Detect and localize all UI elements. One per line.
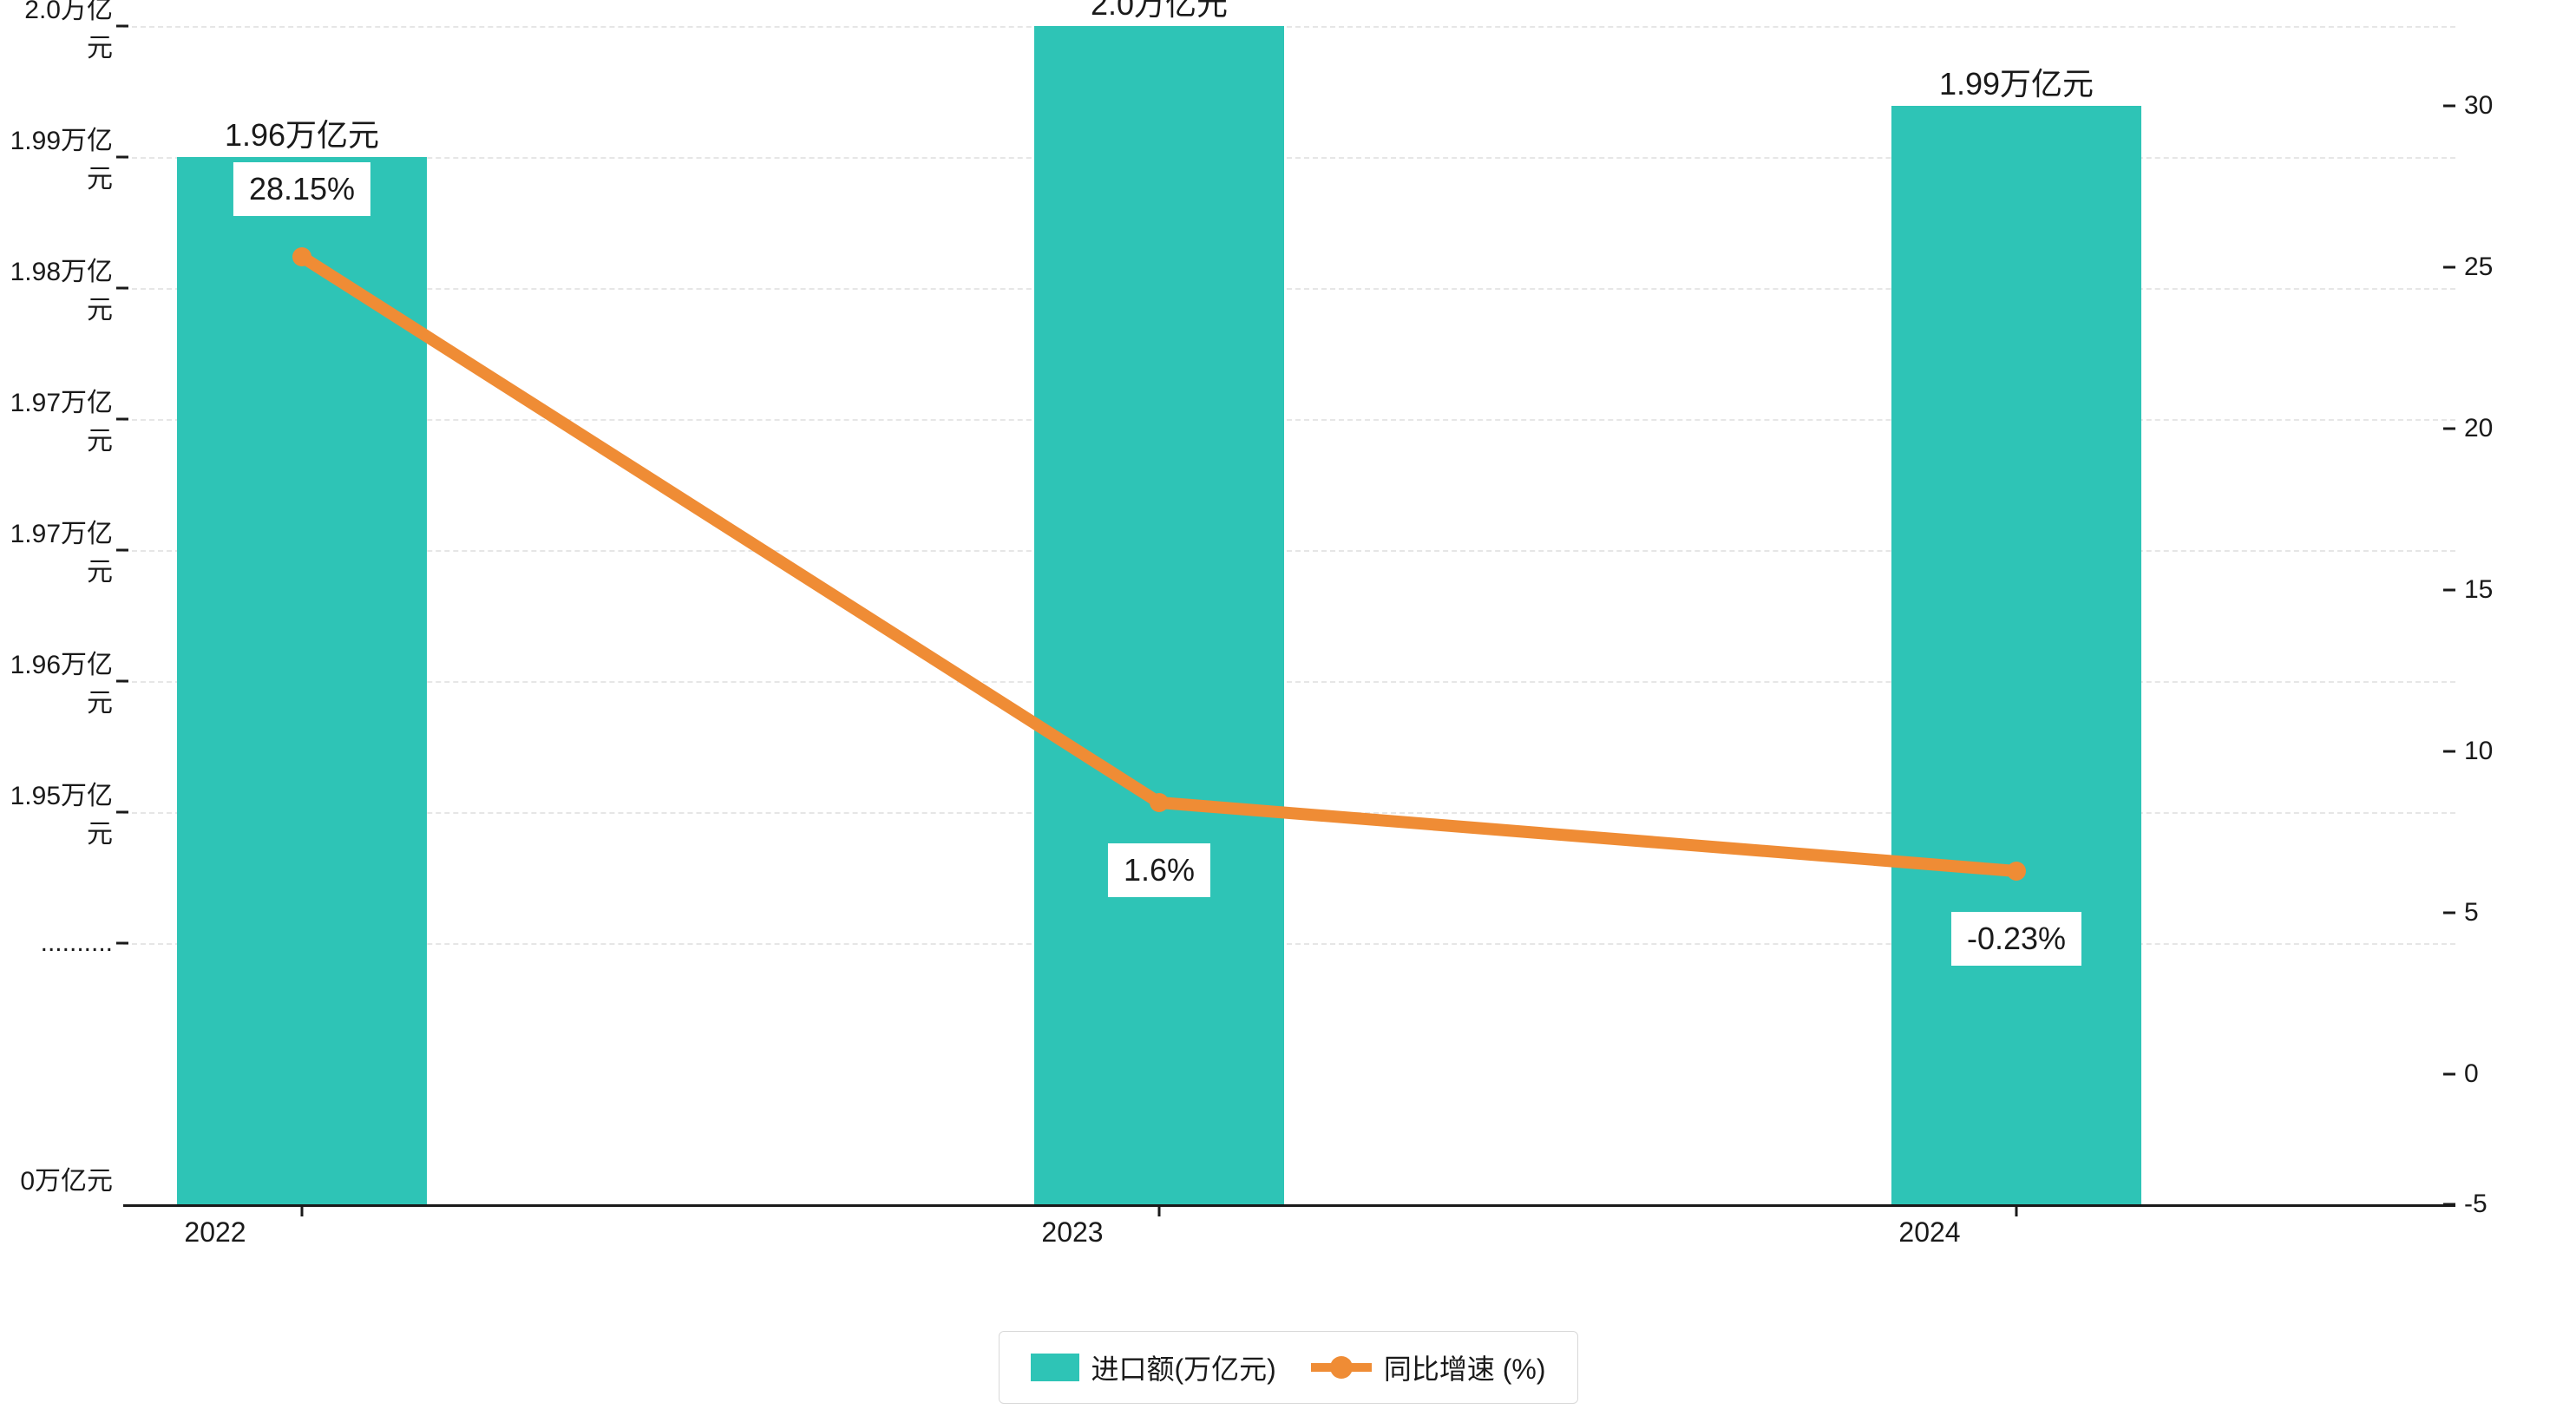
legend-item-bar[interactable]: 进口额(万亿元) (1031, 1347, 1276, 1387)
ytick-right-4: 10 (2464, 737, 2516, 766)
x-axis-baseline (123, 1204, 2455, 1207)
legend-label-line: 同比增速 (%) (1384, 1347, 1546, 1387)
ytick-left-4: 1.97万亿元 (0, 512, 113, 588)
ytick-right-0: 30 (2464, 91, 2516, 121)
line-legend-swatch (1311, 1363, 1372, 1372)
line-point-2024 (2007, 862, 2026, 881)
ytick-left-7: .......... (0, 928, 113, 958)
growth-line-chart[interactable] (123, 26, 2455, 1204)
legend-label-bar: 进口额(万亿元) (1091, 1347, 1276, 1387)
ytick-left-1: 1.99万亿元 (0, 119, 113, 195)
legend-item-line[interactable]: 同比增速 (%) (1311, 1347, 1546, 1387)
bar-legend-swatch (1031, 1354, 1079, 1381)
ytick-left-0: 2.0万亿元 (0, 0, 113, 64)
bar-label-2023: 2.0万亿元 (1029, 0, 1289, 26)
ytick-left-2: 1.98万亿元 (0, 250, 113, 326)
ytick-right-6: 0 (2464, 1059, 2516, 1089)
ytick-left-3: 1.97万亿元 (0, 381, 113, 457)
chart-legend: 进口额(万亿元) 同比增速 (%) (999, 1331, 1578, 1404)
xtick-2024[interactable]: 2024 (1843, 1216, 2016, 1249)
ytick-left-6: 1.95万亿元 (0, 774, 113, 850)
line-label-2022: 28.15% (233, 162, 370, 216)
plot-area: 2.0万亿元 1.99万亿元 1.98万亿元 1.97万亿元 1.97万亿元 1… (123, 26, 2455, 1204)
ytick-right-7: -5 (2464, 1190, 2516, 1219)
xtick-2023[interactable]: 2023 (986, 1216, 1159, 1249)
ytick-right-2: 20 (2464, 414, 2516, 443)
xtick-2022[interactable]: 2022 (128, 1216, 302, 1249)
ytick-left-8: 0万亿元 (0, 1159, 113, 1197)
chart-container: 2.0万亿元 1.99万亿元 1.98万亿元 1.97万亿元 1.97万亿元 1… (0, 0, 2576, 1416)
line-point-2022 (292, 247, 311, 266)
line-label-2023: 1.6% (1108, 843, 1210, 897)
ytick-left-5: 1.96万亿元 (0, 643, 113, 719)
ytick-right-3: 15 (2464, 575, 2516, 605)
ytick-right-1: 25 (2464, 252, 2516, 282)
ytick-right-5: 5 (2464, 898, 2516, 928)
line-point-2023 (1150, 793, 1169, 812)
line-label-2024: -0.23% (1951, 912, 2081, 966)
